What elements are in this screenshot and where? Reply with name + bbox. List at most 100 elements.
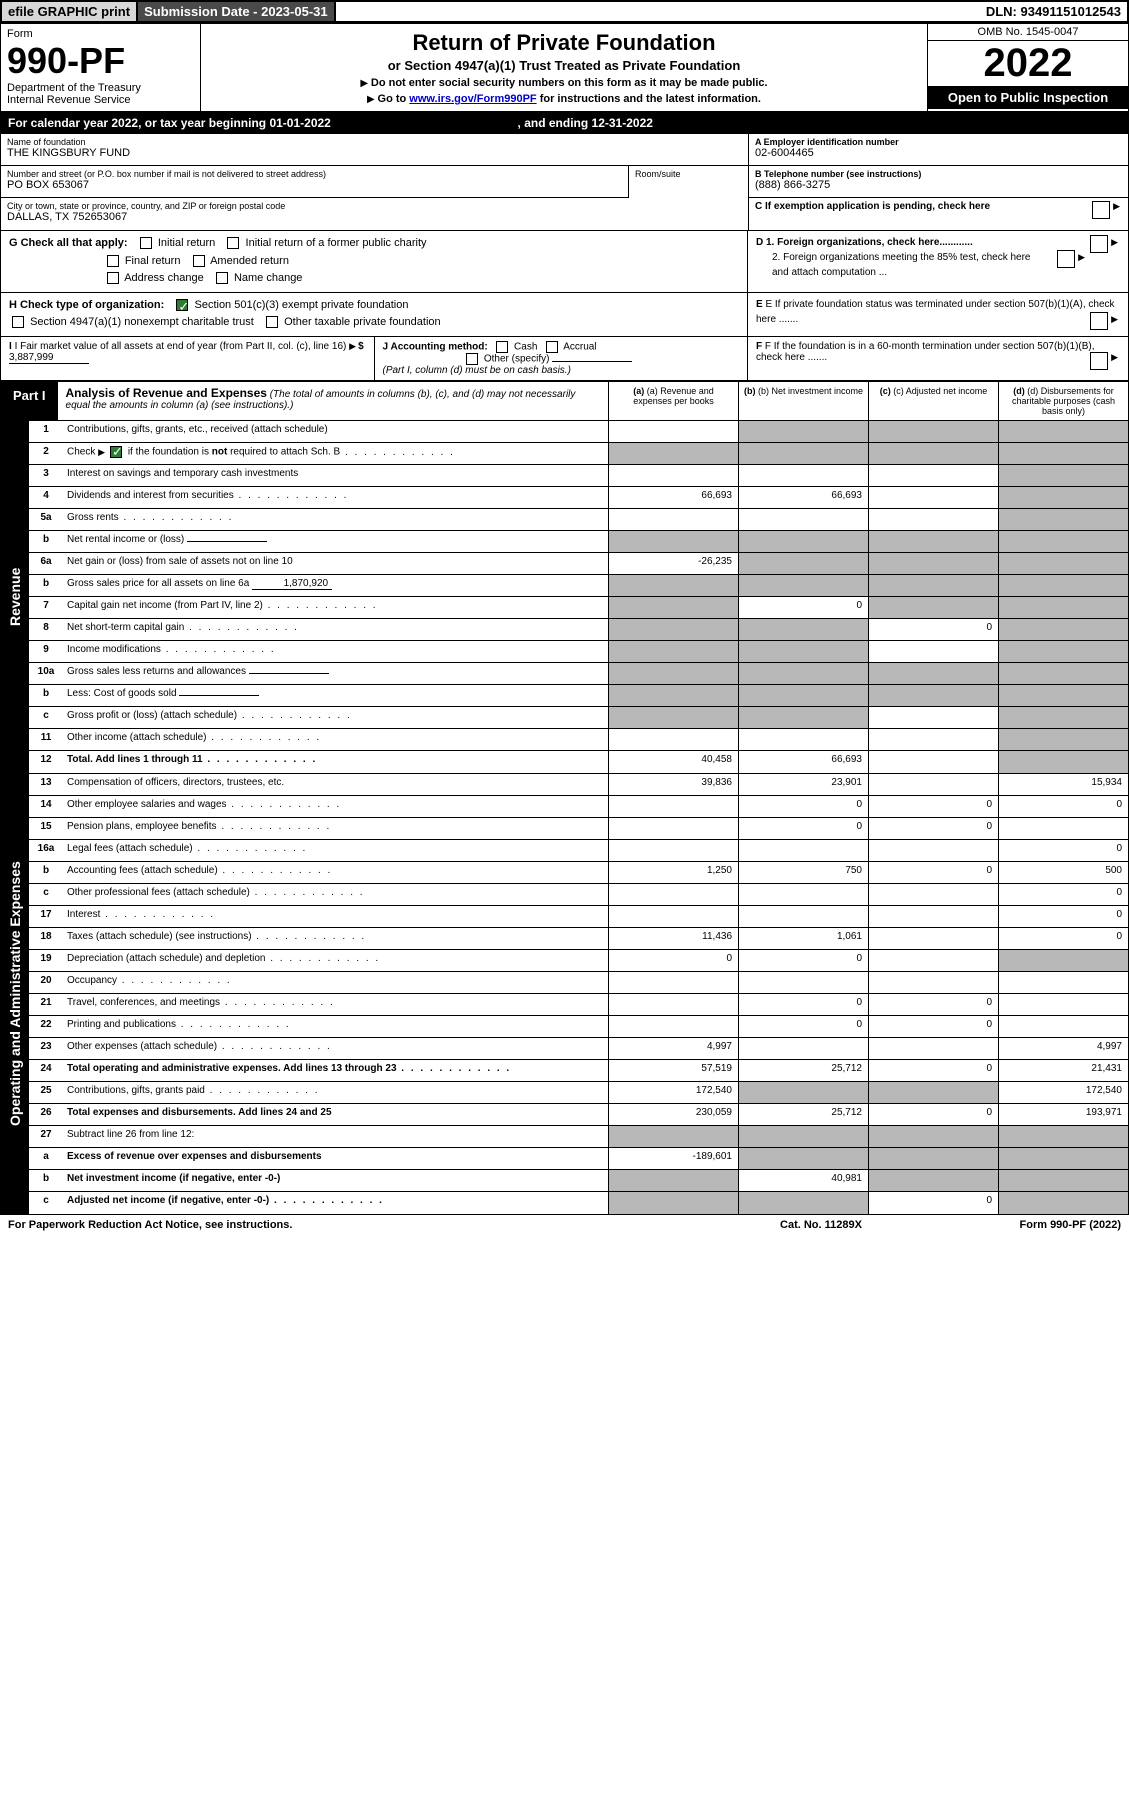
amount-col-b: 40,981	[738, 1170, 868, 1191]
amount-col-a	[608, 685, 738, 706]
line-number: b	[29, 575, 63, 596]
form-title-block: Return of Private Foundation or Section …	[201, 24, 928, 111]
dln: DLN: 93491151012543	[980, 2, 1127, 21]
amount-col-d	[998, 950, 1128, 971]
amount-col-b	[738, 1038, 868, 1059]
table-row: 23Other expenses (attach schedule)4,9974…	[29, 1038, 1128, 1060]
table-row: bNet investment income (if negative, ent…	[29, 1170, 1128, 1192]
line-number: 20	[29, 972, 63, 993]
chk-cash[interactable]	[496, 341, 508, 353]
amount-col-a	[608, 972, 738, 993]
amount-col-d	[998, 1170, 1128, 1191]
fmv-row: I I Fair market value of all assets at e…	[0, 337, 1129, 381]
amount-col-d: 172,540	[998, 1082, 1128, 1103]
amount-col-a	[608, 443, 738, 464]
amount-col-a	[608, 884, 738, 905]
submission-date: Submission Date - 2023-05-31	[138, 2, 336, 21]
chk-name-change[interactable]	[216, 272, 228, 284]
chk-e[interactable]	[1090, 312, 1108, 330]
chk-address-change[interactable]	[107, 272, 119, 284]
amount-col-b	[738, 906, 868, 927]
line-number: 12	[29, 751, 63, 773]
line-desc: Less: Cost of goods sold	[63, 685, 608, 706]
table-row: 21Travel, conferences, and meetings00	[29, 994, 1128, 1016]
amount-col-b: 750	[738, 862, 868, 883]
note-1: Do not enter social security numbers on …	[211, 77, 917, 89]
form-header: Form 990-PF Department of the Treasury I…	[0, 23, 1129, 112]
chk-d2[interactable]	[1057, 250, 1075, 268]
chk-other[interactable]	[466, 353, 478, 365]
line-desc: Gross sales price for all assets on line…	[63, 575, 608, 596]
table-row: bAccounting fees (attach schedule)1,2507…	[29, 862, 1128, 884]
line-desc: Accounting fees (attach schedule)	[63, 862, 608, 883]
line-desc: Printing and publications	[63, 1016, 608, 1037]
amount-col-c: 0	[868, 818, 998, 839]
form-link[interactable]: www.irs.gov/Form990PF	[409, 93, 536, 105]
chk-initial-return[interactable]	[140, 237, 152, 249]
amount-col-a	[608, 818, 738, 839]
line-desc: Occupancy	[63, 972, 608, 993]
amount-col-a: -26,235	[608, 553, 738, 574]
amount-col-c	[868, 509, 998, 530]
table-row: 20Occupancy	[29, 972, 1128, 994]
amount-col-a: 0	[608, 950, 738, 971]
exemption-pending-cell: C If exemption application is pending, c…	[749, 198, 1128, 230]
amount-col-d: 193,971	[998, 1104, 1128, 1125]
amount-col-c	[868, 928, 998, 949]
amount-col-c: 0	[868, 1104, 998, 1125]
line-desc: Other professional fees (attach schedule…	[63, 884, 608, 905]
amount-col-d	[998, 1016, 1128, 1037]
footer-right: Form 990-PF (2022)	[921, 1219, 1121, 1231]
amount-col-c	[868, 663, 998, 684]
chk-accrual[interactable]	[546, 341, 558, 353]
table-row: 22Printing and publications00	[29, 1016, 1128, 1038]
city-cell: City or town, state or province, country…	[1, 198, 748, 230]
amount-col-a	[608, 619, 738, 640]
revenue-side-label: Revenue	[1, 421, 29, 773]
exemption-checkbox[interactable]	[1092, 201, 1110, 219]
amount-col-a	[608, 707, 738, 728]
amount-col-b	[738, 619, 868, 640]
amount-col-c	[868, 597, 998, 618]
chk-initial-former[interactable]	[227, 237, 239, 249]
amount-col-c: 0	[868, 1192, 998, 1214]
amount-col-d	[998, 972, 1128, 993]
form-label: Form	[7, 28, 194, 40]
amount-col-b	[738, 1082, 868, 1103]
amount-col-c	[868, 707, 998, 728]
amount-col-d: 21,431	[998, 1060, 1128, 1081]
line-number: 19	[29, 950, 63, 971]
checkbox-section: G Check all that apply: Initial return I…	[0, 231, 1129, 337]
amount-col-c	[868, 729, 998, 750]
table-row: 9Income modifications	[29, 641, 1128, 663]
amount-col-b: 0	[738, 818, 868, 839]
expenses-table: Operating and Administrative Expenses 13…	[0, 774, 1129, 1215]
chk-d1[interactable]	[1090, 235, 1108, 253]
address-cell: Number and street (or P.O. box number if…	[1, 166, 628, 198]
amount-col-b: 25,712	[738, 1104, 868, 1125]
line-number: 23	[29, 1038, 63, 1059]
chk-f[interactable]	[1090, 352, 1108, 370]
chk-4947[interactable]	[12, 316, 24, 328]
e-check: E E If private foundation status was ter…	[748, 293, 1128, 336]
table-row: 26Total expenses and disbursements. Add …	[29, 1104, 1128, 1126]
line-desc: Net gain or (loss) from sale of assets n…	[63, 553, 608, 574]
line-number: 3	[29, 465, 63, 486]
table-row: 7Capital gain net income (from Part IV, …	[29, 597, 1128, 619]
amount-col-d	[998, 509, 1128, 530]
amount-col-d	[998, 994, 1128, 1015]
amount-col-a	[608, 994, 738, 1015]
chk-final-return[interactable]	[107, 255, 119, 267]
amount-col-d	[998, 575, 1128, 596]
amount-col-a: 4,997	[608, 1038, 738, 1059]
line-desc: Other income (attach schedule)	[63, 729, 608, 750]
chk-amended[interactable]	[193, 255, 205, 267]
chk-501c3[interactable]	[176, 299, 188, 311]
table-row: 4Dividends and interest from securities6…	[29, 487, 1128, 509]
amount-col-a	[608, 575, 738, 596]
line-number: 24	[29, 1060, 63, 1081]
line-number: 1	[29, 421, 63, 442]
line-desc: Gross sales less returns and allowances	[63, 663, 608, 684]
amount-col-b: 0	[738, 994, 868, 1015]
chk-other-taxable[interactable]	[266, 316, 278, 328]
